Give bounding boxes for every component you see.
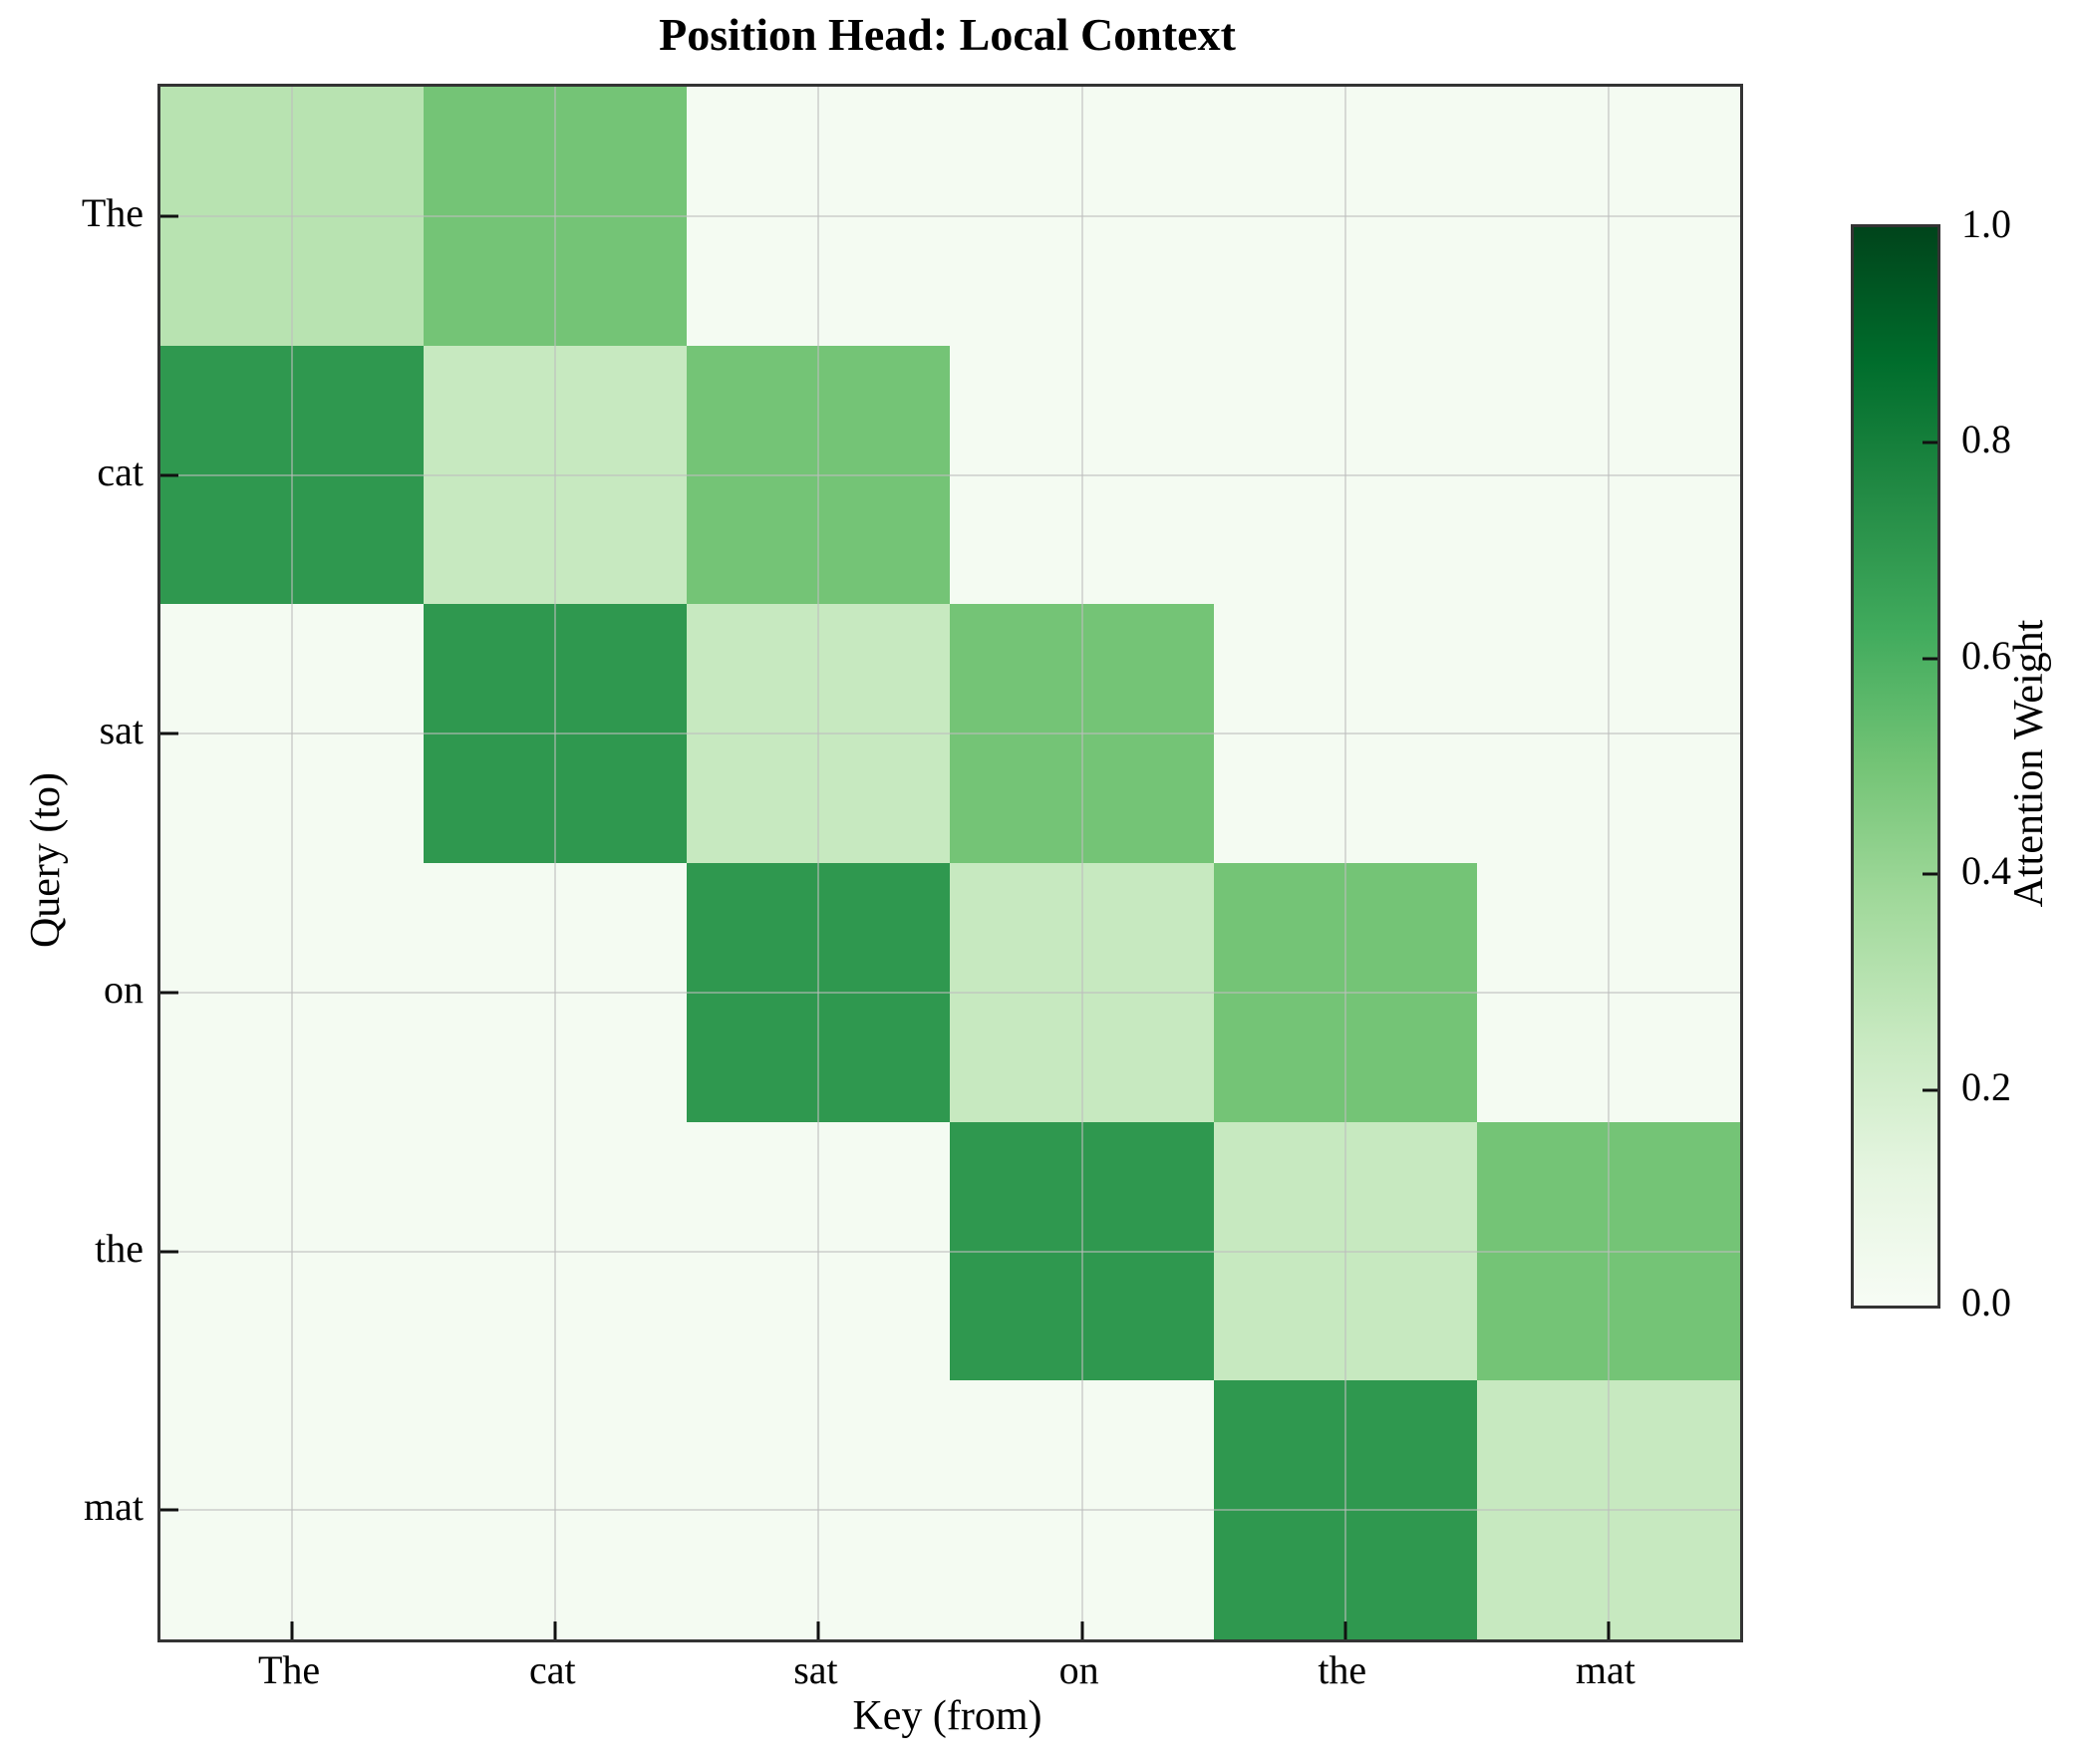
y-tick-mark bbox=[160, 473, 178, 476]
gridline-vertical bbox=[1080, 87, 1083, 1639]
y-tick-label: cat bbox=[97, 448, 144, 494]
y-tick-label: mat bbox=[84, 1484, 144, 1530]
colorbar-tick-label: 1.0 bbox=[1961, 201, 2011, 246]
heatmap-plot-area bbox=[157, 84, 1743, 1642]
chart-title: Position Head: Local Context bbox=[659, 9, 1236, 60]
x-tick-label: on bbox=[1058, 1647, 1099, 1692]
y-tick-mark bbox=[160, 1508, 178, 1512]
gridline-horizontal bbox=[160, 214, 1740, 217]
heatmap-cells bbox=[160, 87, 1740, 1639]
y-tick-mark bbox=[160, 214, 178, 218]
colorbar bbox=[1851, 224, 1940, 1309]
x-tick-mark bbox=[1080, 1621, 1084, 1639]
y-tick-label: on bbox=[104, 966, 144, 1012]
colorbar-tick-mark bbox=[1923, 1088, 1937, 1092]
y-tick-mark bbox=[160, 732, 178, 735]
x-tick-mark bbox=[290, 1621, 294, 1639]
colorbar-tick-label: 0.8 bbox=[1961, 417, 2011, 462]
colorbar-tick-label: 0.2 bbox=[1961, 1063, 2011, 1109]
gridline-horizontal bbox=[160, 1250, 1740, 1253]
y-tick-mark bbox=[160, 991, 178, 995]
x-tick-label: cat bbox=[528, 1647, 576, 1692]
gridline-horizontal bbox=[160, 733, 1740, 735]
gridline-horizontal bbox=[160, 991, 1740, 994]
colorbar-tick-label: 0.6 bbox=[1961, 632, 2011, 678]
x-tick-label: the bbox=[1318, 1647, 1367, 1692]
x-tick-label: sat bbox=[793, 1647, 838, 1692]
y-axis-label: Query (to) bbox=[23, 771, 69, 949]
y-tick-label: the bbox=[95, 1225, 144, 1271]
colorbar-tick-mark bbox=[1923, 657, 1937, 661]
x-tick-label: mat bbox=[1575, 1647, 1635, 1692]
y-tick-mark bbox=[160, 1250, 178, 1253]
x-tick-mark bbox=[553, 1621, 557, 1639]
gridline-vertical bbox=[1343, 87, 1346, 1639]
colorbar-tick-mark bbox=[1923, 872, 1937, 876]
colorbar-tick-label: 0.0 bbox=[1961, 1280, 2011, 1324]
x-tick-mark bbox=[1607, 1621, 1611, 1639]
y-tick-label: sat bbox=[99, 708, 144, 753]
x-tick-mark bbox=[1343, 1621, 1347, 1639]
x-axis-label: Key (from) bbox=[852, 1693, 1042, 1739]
colorbar-tick-label: 0.4 bbox=[1961, 848, 2011, 894]
gridline-vertical bbox=[1607, 87, 1610, 1639]
x-tick-mark bbox=[816, 1621, 820, 1639]
gridline-vertical bbox=[291, 87, 294, 1639]
colorbar-tick-mark bbox=[1923, 441, 1937, 444]
gridline-vertical bbox=[554, 87, 557, 1639]
gridline-horizontal bbox=[160, 1509, 1740, 1512]
colorbar-label: Attention Weight bbox=[2006, 619, 2052, 908]
gridline-horizontal bbox=[160, 473, 1740, 476]
gridline-vertical bbox=[817, 87, 820, 1639]
x-tick-label: The bbox=[257, 1647, 321, 1692]
y-tick-label: The bbox=[81, 189, 144, 235]
